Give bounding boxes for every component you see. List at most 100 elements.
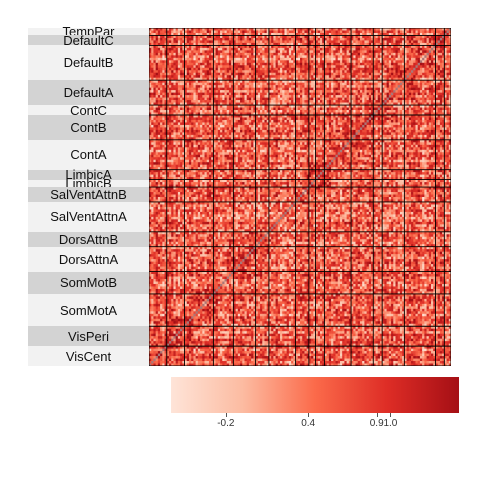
matrix-cell <box>313 47 316 51</box>
matrix-cell <box>233 57 236 61</box>
matrix-cell <box>295 42 299 46</box>
matrix-cell <box>228 42 232 46</box>
matrix-cell <box>326 28 330 31</box>
matrix-cell <box>428 55 432 59</box>
matrix-cell <box>197 85 201 88</box>
matrix-cell <box>371 32 374 36</box>
matrix-cell <box>351 95 354 98</box>
matrix-cell <box>262 77 265 81</box>
matrix-cell <box>337 105 341 108</box>
matrix-cell <box>244 100 248 103</box>
matrix-cell <box>391 80 394 83</box>
matrix-cell <box>359 62 363 66</box>
matrix-cell <box>175 80 179 83</box>
matrix-cell <box>175 60 179 64</box>
matrix-cell <box>304 95 307 98</box>
matrix-cell <box>193 37 196 41</box>
matrix-cell <box>253 57 256 61</box>
matrix-cell <box>266 42 270 46</box>
matrix-cell <box>304 107 307 111</box>
matrix-cell <box>373 110 376 113</box>
matrix-cell <box>295 117 299 121</box>
matrix-cell <box>168 90 172 93</box>
matrix-cell <box>226 80 230 83</box>
matrix-cell <box>404 85 407 88</box>
matrix-cell <box>319 30 323 34</box>
matrix-cell <box>313 67 316 71</box>
matrix-cell <box>277 102 281 106</box>
matrix-cell <box>366 60 370 64</box>
matrix-cell <box>220 87 223 91</box>
matrix-cell <box>411 60 414 64</box>
matrix-cell <box>377 92 381 96</box>
matrix-cell <box>177 57 181 61</box>
matrix-cell <box>331 82 334 86</box>
matrix-cell <box>355 70 359 74</box>
matrix-cell <box>357 57 361 61</box>
matrix-cell <box>317 102 321 106</box>
matrix-cell <box>193 40 196 44</box>
matrix-cell <box>151 105 154 108</box>
matrix-cell <box>304 110 307 113</box>
matrix-cell <box>175 52 179 56</box>
matrix-cell <box>177 52 181 56</box>
matrix-cell <box>346 62 350 66</box>
matrix-cell <box>224 67 228 71</box>
matrix-cell <box>353 45 356 49</box>
matrix-cell <box>202 75 205 79</box>
matrix-cell <box>246 57 250 61</box>
matrix-cell <box>342 37 345 41</box>
matrix-cell <box>348 30 352 34</box>
matrix-cell <box>395 107 399 111</box>
matrix-cell <box>177 72 181 76</box>
matrix-cell <box>442 82 445 86</box>
matrix-cell <box>344 110 347 113</box>
matrix-cell <box>182 97 185 101</box>
matrix-cell <box>240 110 243 113</box>
matrix-cell <box>171 42 174 46</box>
matrix-cell <box>231 65 234 69</box>
matrix-cell <box>237 32 241 36</box>
matrix-cell <box>255 40 259 44</box>
matrix-cell <box>266 70 270 74</box>
matrix-cell <box>304 100 307 103</box>
matrix-cell <box>149 92 152 96</box>
matrix-cell <box>439 105 443 108</box>
matrix-cell <box>411 67 414 71</box>
matrix-cell <box>406 95 410 98</box>
matrix-cell <box>333 37 336 41</box>
matrix-cell <box>404 90 407 93</box>
matrix-cell <box>162 97 165 101</box>
matrix-cell <box>173 117 176 121</box>
matrix-cell <box>444 40 447 44</box>
matrix-cell <box>226 90 230 93</box>
matrix-cell <box>246 47 250 51</box>
matrix-cell <box>200 70 203 74</box>
matrix-cell <box>371 47 374 51</box>
matrix-cell <box>295 55 299 59</box>
matrix-cell <box>162 70 165 74</box>
matrix-cell <box>233 32 236 36</box>
matrix-cell <box>422 87 425 91</box>
matrix-cell <box>188 37 192 41</box>
matrix-cell <box>224 52 228 56</box>
matrix-cell <box>242 52 245 56</box>
matrix-cell <box>357 28 361 31</box>
matrix-cell <box>331 75 334 79</box>
matrix-cell <box>404 87 407 91</box>
matrix-cell <box>195 37 199 41</box>
matrix-cell <box>302 42 305 46</box>
matrix-cell <box>339 102 343 106</box>
matrix-cell <box>364 92 367 96</box>
matrix-cell <box>366 67 370 71</box>
matrix-cell <box>404 80 407 83</box>
matrix-cell <box>326 107 330 111</box>
matrix-cell <box>155 82 159 86</box>
matrix-cell <box>379 32 383 36</box>
matrix-cell <box>311 45 314 49</box>
matrix-cell <box>220 65 223 69</box>
matrix-cell <box>295 80 299 83</box>
matrix-cell <box>331 87 334 91</box>
matrix-cell <box>168 85 172 88</box>
matrix-cell <box>226 114 230 118</box>
